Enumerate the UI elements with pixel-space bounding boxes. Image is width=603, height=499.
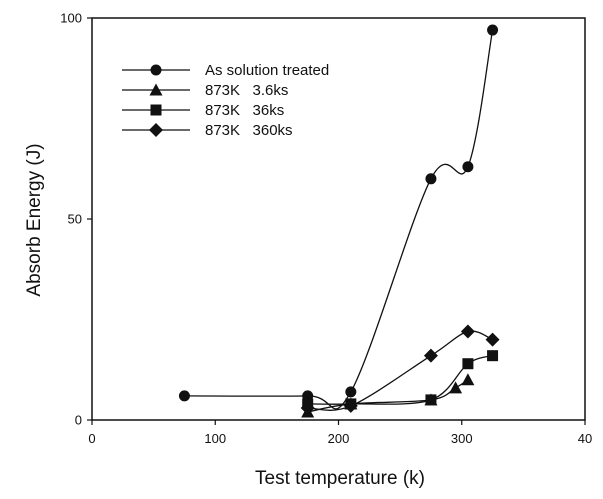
legend-item: 873K 36ks [122,102,284,119]
legend-marker-square [150,104,162,116]
data-point-square [425,394,437,406]
y-tick-label: 100 [60,11,82,26]
plot-frame [91,17,586,421]
data-point-circle [425,173,437,185]
series-layer [178,24,500,418]
data-point-diamond [485,332,500,347]
x-axis-title: Test temperature (k) [255,468,425,489]
legend: As solution treated 873K 3.6ks 873K 36ks 87… [122,62,329,139]
series-circle [178,24,499,410]
data-point-circle [345,386,357,398]
data-point-circle [462,161,474,173]
y-tick-label: 50 [68,212,82,227]
y-tick-label: 0 [75,413,82,428]
x-tick-label: 100 [204,431,226,446]
data-point-circle [178,390,190,402]
series-line [307,330,493,411]
data-point-diamond [343,398,358,413]
data-point-circle [487,24,499,36]
series-diamond [300,324,500,415]
legend-marker-circle [150,64,162,76]
series-line [184,29,494,410]
legend-label: 873K 36ks [205,102,284,119]
legend-item: 873K 3.6ks [122,82,288,99]
data-point-diamond [460,324,475,339]
legend-marker-diamond [149,123,163,137]
x-tick-label: 300 [451,431,473,446]
data-point-square [462,358,474,370]
data-point-triangle [461,373,475,386]
data-point-square [487,350,499,362]
legend-item: 873K 360ks [122,122,293,139]
legend-item: As solution treated [122,62,329,79]
legend-label: 873K 360ks [205,122,293,139]
data-point-diamond [423,348,438,363]
x-tick-label: 200 [328,431,350,446]
y-axis-title: Absorb Energy (J) [24,143,45,296]
data-point-triangle [449,381,463,394]
x-tick-label: 40 [578,431,592,446]
data-point-diamond [300,400,315,415]
legend-label: 873K 3.6ks [205,82,288,99]
x-tick-label: 0 [88,431,95,446]
legend-marker-triangle [149,83,163,96]
legend-label: As solution treated [205,62,329,79]
